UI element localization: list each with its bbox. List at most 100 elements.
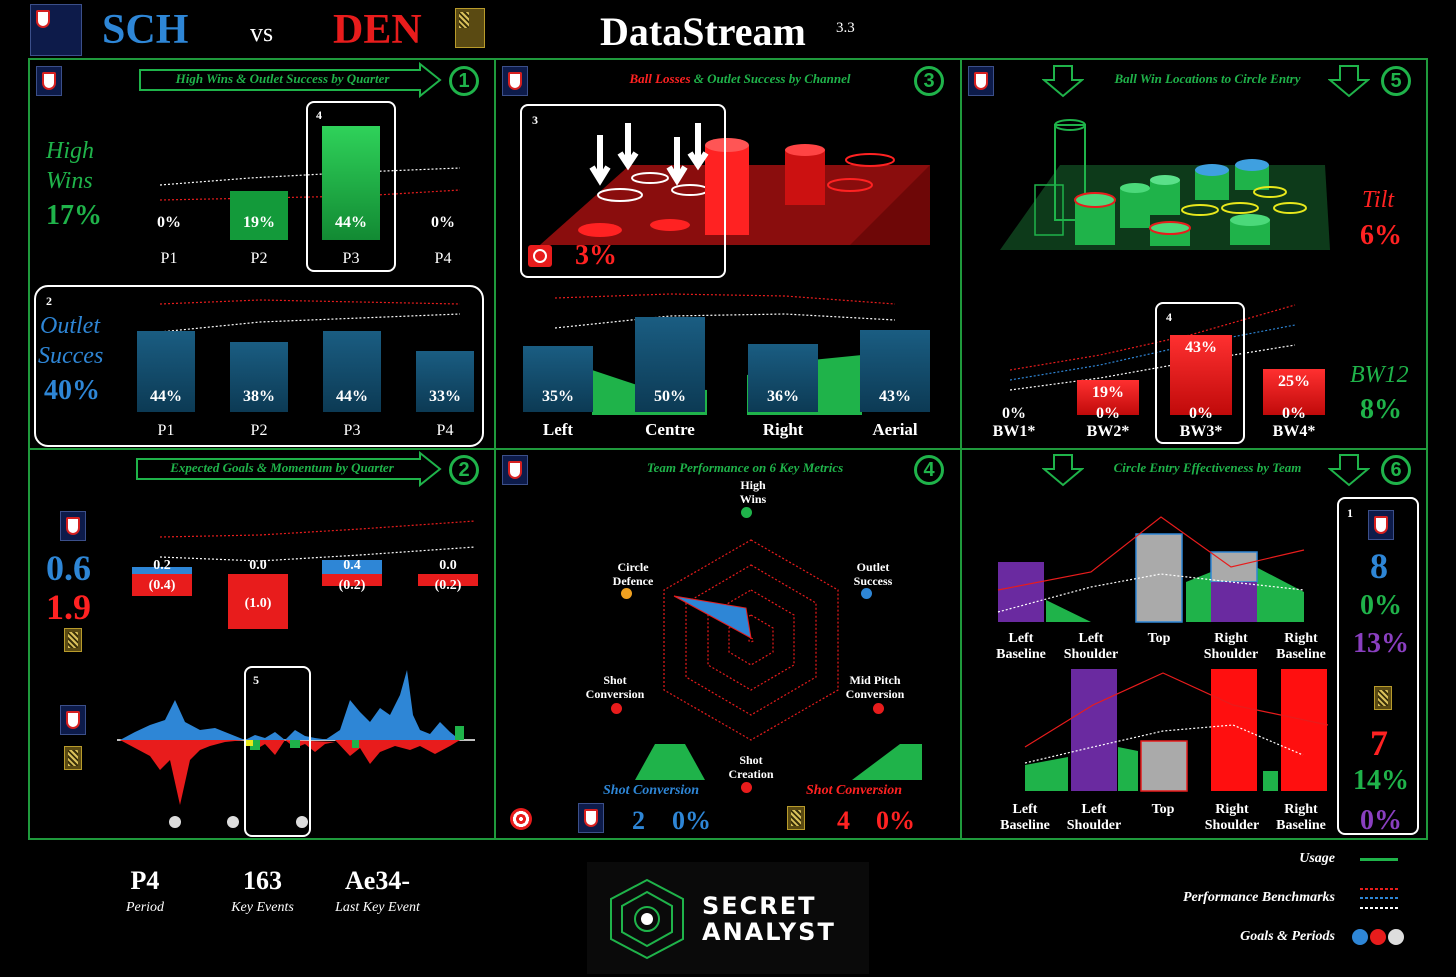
ball-win-zone-pct: 0% — [1282, 405, 1306, 422]
outlet-period-label: P3 — [343, 422, 361, 439]
high-wins-bar-value: 19% — [243, 214, 275, 231]
xg-away-bar — [228, 574, 288, 629]
xg-away-bar — [132, 574, 192, 596]
legend-usage-line — [1360, 858, 1398, 861]
legend-period-icon — [1388, 929, 1404, 945]
ball-win-highlight-box — [1155, 302, 1245, 444]
app-title: DataStream — [600, 9, 806, 54]
home-crest-icon — [30, 4, 82, 56]
circle-entry-top-label-2: Baseline — [996, 647, 1046, 662]
away-shots-count: 4 — [837, 806, 850, 835]
channel-label: Left — [542, 420, 574, 439]
radar-metric-dot-icon — [861, 588, 872, 599]
outlet-period-label: P2 — [250, 422, 268, 439]
high-wins-period-label: P2 — [250, 250, 268, 267]
radar-metric-label-2: Success — [853, 574, 893, 588]
outlet-bar — [230, 341, 288, 412]
radar-chart — [663, 539, 839, 741]
channel-bar — [748, 343, 818, 412]
circle-entry-bottom-label-2: Shoulder — [1066, 818, 1122, 833]
xg-away-bar — [418, 574, 478, 586]
away-circle-entries: 7 — [1370, 723, 1388, 763]
xg-home-bar — [322, 560, 382, 574]
circle-entry-top-label-2: Shoulder — [1203, 647, 1259, 662]
radar-metric-label-2: Wins — [739, 492, 767, 506]
momentum-away-crest-icon — [64, 746, 82, 770]
radar-metric-dot-icon — [873, 703, 884, 714]
legend-goal-blue-icon — [1352, 929, 1368, 945]
panel2-title: Expected Goals & Momentum by Quarter — [170, 460, 394, 475]
xg-home-value: 0.0 — [439, 558, 457, 573]
xg-home-value: 0.4 — [343, 558, 361, 573]
high-wins-label-2: Wins — [46, 168, 93, 194]
high-wins-label-1: High — [46, 138, 94, 164]
circle-entry-highlight-number: 1 — [1347, 506, 1353, 520]
radar-metric-label-1: Circle — [617, 560, 649, 574]
outlet-bar-value: 44% — [150, 388, 182, 405]
radar-metric-label-1: Shot — [603, 673, 627, 687]
panel1-crest-icon — [36, 66, 62, 96]
radar-metric-label-1: Mid Pitch — [849, 673, 901, 687]
target-icon — [510, 808, 532, 830]
ball-win-zone-pct: 0% — [1189, 405, 1213, 422]
outlet-label-2: Succes — [38, 343, 104, 369]
ball-win-benchmarks — [1010, 304, 1296, 391]
channel-usage-area — [522, 355, 932, 415]
xg-benchmarks — [160, 520, 476, 562]
high-wins-period-label: P4 — [434, 250, 452, 267]
xg-home-value: 0.2 — [153, 558, 171, 573]
away-crest-icon — [455, 8, 485, 48]
ball-win-bar — [1263, 368, 1325, 415]
vs-label: vs — [250, 18, 274, 47]
home-team-name: SCH — [102, 7, 189, 53]
ball-win-pitch-graphic — [1000, 119, 1330, 250]
channel-bar-value: 35% — [542, 388, 574, 405]
ball-loss-highlight-box — [520, 104, 726, 278]
xg-home-bar — [132, 567, 192, 574]
ball-loss-highlight-number: 3 — [532, 113, 538, 127]
panel-circle-entry — [960, 448, 1428, 840]
circle-entry-top-label-1: Right — [1214, 631, 1248, 646]
panel2-title-arrow-icon — [136, 451, 442, 487]
ball-loss-pitch-graphic — [540, 123, 930, 245]
legend-usage-label: Usage — [1299, 851, 1335, 866]
outlet-total: 40% — [44, 375, 100, 406]
circle-entry-highlight-box — [1337, 497, 1419, 835]
momentum-highlight-number: 5 — [253, 673, 259, 687]
away-shot-conversion: 0% — [876, 806, 915, 835]
brand-logo-panel: SECRET ANALYST — [587, 862, 869, 974]
ball-win-bar-value: 25% — [1278, 372, 1310, 390]
ball-win-zone-label: BW1* — [992, 423, 1036, 440]
xg-away-value: (0.4) — [148, 578, 176, 593]
radar-metric-label-2: Conversion — [585, 687, 645, 701]
brand-hexagon-icon — [610, 878, 684, 960]
xg-away-total: 1.9 — [46, 587, 91, 627]
period-value: P4 — [130, 866, 160, 895]
channel-bar-value: 43% — [879, 388, 911, 405]
momentum-highlight-box — [244, 666, 311, 837]
legend-goal-red-icon — [1370, 929, 1386, 945]
ball-win-zone-pct: 0% — [1096, 405, 1120, 422]
panel1-number: 1 — [449, 66, 479, 96]
radar-metric-dot-icon — [741, 782, 752, 793]
panel6-arrow-left-icon — [1042, 454, 1084, 487]
panel4-title: Team Performance on 6 Key Metrics — [646, 460, 844, 475]
circle-entry-home-chart — [997, 516, 1305, 623]
home-shot-conversion-label: Shot Conversion — [603, 783, 700, 798]
home-shots-count: 2 — [632, 806, 645, 835]
panel4-number: 4 — [914, 455, 944, 485]
high-wins-period-label: P1 — [160, 250, 178, 267]
panel5-arrow-right-icon — [1328, 65, 1370, 98]
panel5-title: Ball Win Locations to Circle Entry — [1114, 71, 1301, 86]
channel-label: Centre — [645, 420, 695, 439]
outlet-bar — [323, 330, 381, 412]
outlet-bar-value: 33% — [429, 388, 461, 405]
ball-win-zone-label: BW2* — [1086, 423, 1130, 440]
outlet-bar — [416, 350, 474, 412]
app-version: 3.3 — [836, 20, 855, 36]
circle-entry-top-label-2: Baseline — [1276, 647, 1326, 662]
ball-win-highlight-number: 4 — [1166, 310, 1172, 324]
home-entry-pct-2: 13% — [1353, 628, 1409, 659]
shots-away-crest-icon — [787, 806, 805, 830]
legend-benchmarks-lines — [1360, 888, 1398, 909]
